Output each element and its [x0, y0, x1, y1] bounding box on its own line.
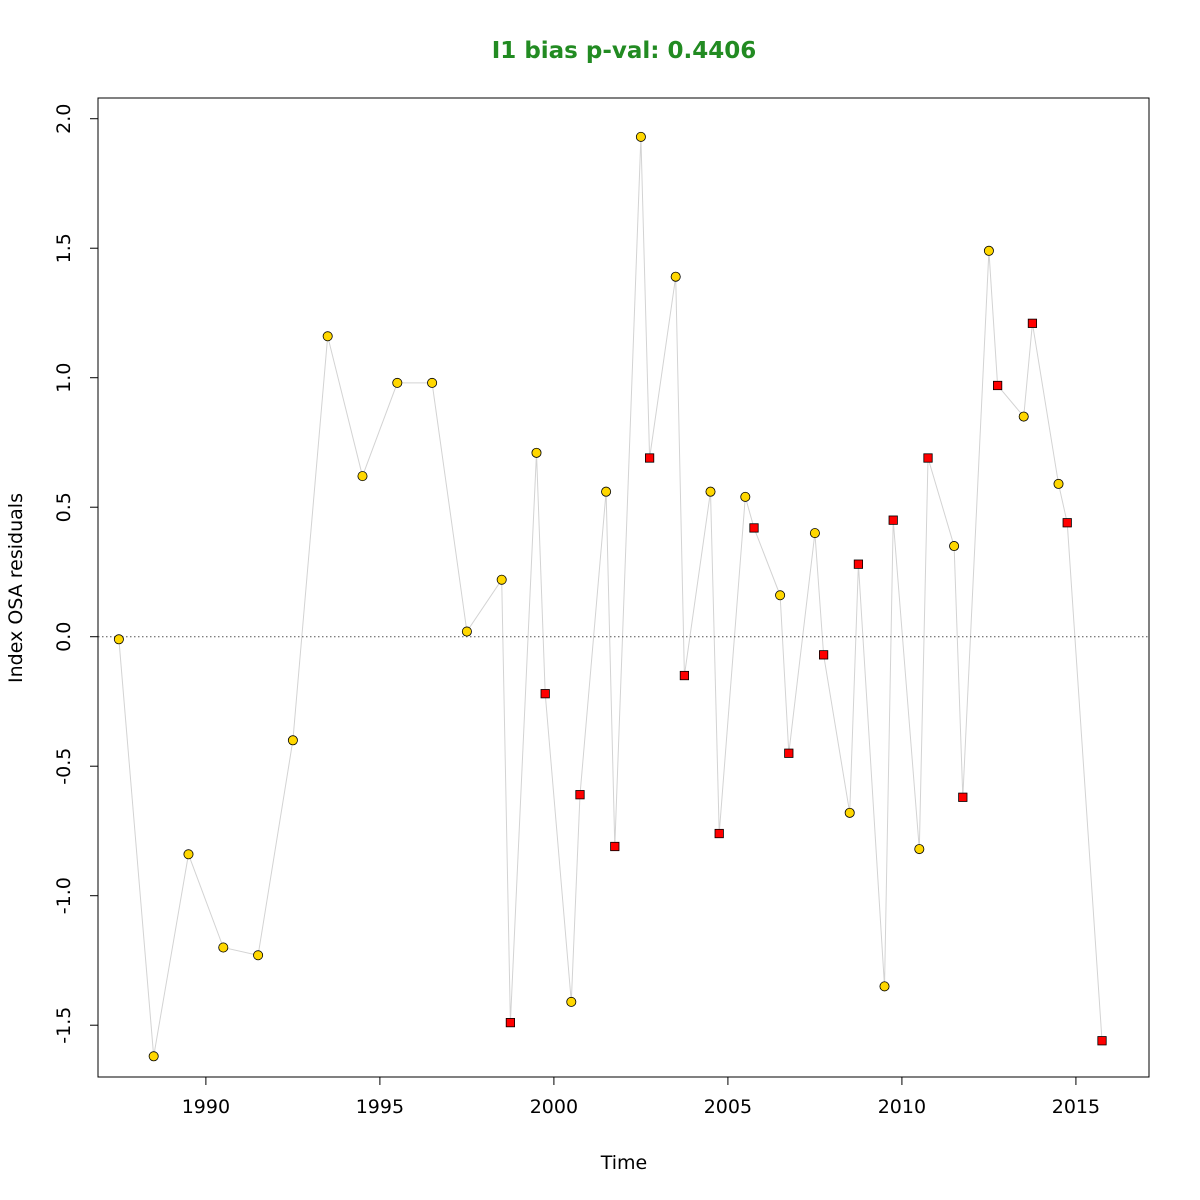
- y-tick-label: -1.0: [53, 877, 75, 914]
- data-point-circle: [775, 590, 786, 601]
- y-tick-label: 1.5: [53, 233, 75, 263]
- x-tick-label: 2010: [878, 1096, 926, 1118]
- data-point-circle: [496, 574, 507, 585]
- y-axis: -1.5 -1.0 -0.5 0.0 0.5 1.0 1.5 2.0: [53, 104, 98, 1044]
- data-point-square: [853, 559, 864, 569]
- data-point-circle: [705, 486, 716, 497]
- data-point-square: [505, 1018, 515, 1028]
- data-point-circle: [218, 942, 229, 953]
- connecting-lines: [118, 136, 1103, 1057]
- x-tick-label: 2000: [530, 1096, 578, 1118]
- data-point-square: [923, 453, 933, 463]
- data-point-circle: [461, 626, 472, 637]
- data-point-square: [993, 380, 1003, 391]
- data-point-circle: [357, 471, 368, 482]
- data-point-circle: [1053, 478, 1064, 489]
- data-point-circle: [566, 996, 577, 1007]
- residual-connector-line: [118, 136, 1103, 1057]
- plot-frame: [97, 97, 1150, 1078]
- data-point-square: [1027, 318, 1038, 328]
- x-tick-label: 2005: [704, 1096, 752, 1118]
- data-point-square: [575, 790, 585, 800]
- y-axis-title: Index OSA residuals: [5, 493, 27, 683]
- data-point-square: [819, 650, 829, 660]
- data-point-circle: [844, 807, 855, 818]
- data-point-circle: [914, 844, 925, 855]
- data-point-circle: [253, 950, 264, 961]
- data-point-circle: [879, 981, 890, 992]
- data-point-circle: [949, 541, 960, 552]
- data-point-circle: [635, 131, 646, 142]
- data-point-circle: [809, 528, 820, 539]
- data-point-circle: [531, 447, 542, 458]
- data-point-circle: [322, 331, 333, 342]
- y-tick-label: 1.0: [53, 363, 75, 393]
- data-point-circle: [1018, 411, 1029, 422]
- data-point-circle: [113, 634, 124, 645]
- x-tick-label: 1990: [182, 1096, 230, 1118]
- x-axis-title: Time: [600, 1152, 648, 1174]
- data-point-square: [749, 523, 759, 533]
- y-tick-label: 2.0: [53, 104, 75, 134]
- data-point-circle: [427, 377, 438, 388]
- data-point-square: [958, 792, 968, 802]
- data-point-circle: [392, 377, 403, 388]
- data-point-circle: [670, 271, 681, 282]
- data-point-square: [610, 841, 620, 852]
- data-point-square: [1062, 518, 1072, 528]
- chart-title: I1 bias p-val: 0.4406: [492, 38, 757, 64]
- data-points: [113, 131, 1107, 1062]
- y-tick-label: 0.0: [53, 622, 75, 652]
- data-point-square: [714, 828, 724, 839]
- data-point-square: [645, 453, 655, 463]
- data-point-circle: [183, 849, 194, 860]
- x-tick-label: 1995: [356, 1096, 404, 1118]
- data-point-circle: [740, 491, 751, 502]
- x-tick-label: 2015: [1052, 1096, 1100, 1118]
- data-point-square: [888, 515, 898, 525]
- y-tick-label: -0.5: [53, 748, 75, 785]
- data-point-circle: [601, 486, 612, 497]
- data-point-circle: [983, 245, 994, 256]
- y-tick-label: -1.5: [53, 1007, 75, 1044]
- data-point-circle: [287, 735, 298, 746]
- data-point-square: [679, 670, 690, 681]
- data-point-square: [784, 748, 794, 758]
- data-point-square: [540, 689, 550, 699]
- data-point-square: [1097, 1036, 1107, 1046]
- x-axis: 1990 1995 2000 2005 2010 2015: [182, 1077, 1100, 1118]
- y-tick-label: 0.5: [53, 492, 75, 522]
- data-point-circle: [148, 1051, 159, 1062]
